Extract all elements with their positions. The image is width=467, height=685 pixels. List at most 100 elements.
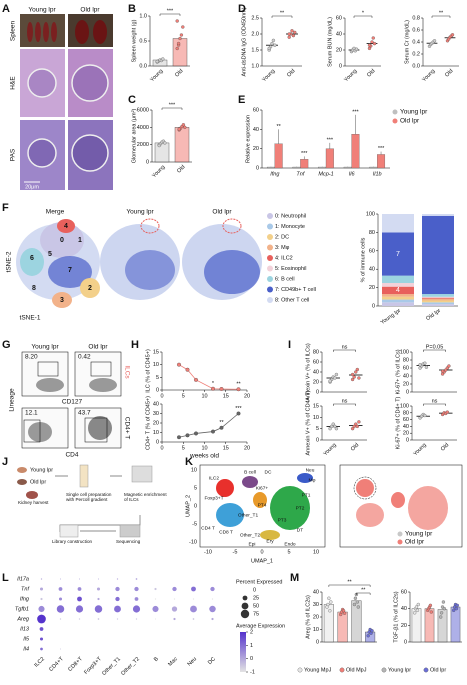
x-tick-label: Young	[261, 68, 276, 83]
panel-letter: M	[290, 572, 299, 584]
legend-label: 2	[250, 629, 253, 635]
data-point	[291, 33, 296, 38]
cluster-label: 6	[30, 255, 34, 262]
panel-letter: I	[288, 339, 291, 351]
legend-title: Average Expression	[236, 623, 285, 629]
y-tick-label: 0	[146, 159, 149, 165]
y-tick-label: Tnf	[21, 586, 29, 592]
data-point	[331, 422, 335, 426]
y-tick-label: 20	[401, 623, 407, 629]
data-point	[329, 600, 333, 604]
legend-label: 25	[253, 595, 259, 601]
dot	[171, 606, 178, 612]
dot	[37, 614, 46, 624]
y-axis-label: CD4+ T (% of CD45+)	[145, 396, 151, 450]
bar	[351, 134, 360, 169]
data-point	[163, 141, 167, 145]
tsne-cloud	[57, 219, 75, 233]
cluster-label: Ery	[266, 538, 274, 544]
umap-cluster	[297, 473, 313, 483]
y-tick-label: 10	[191, 467, 197, 473]
y-tick-label: 60	[336, 15, 342, 21]
y-tick-label: 20	[313, 379, 319, 385]
y-tick-label: 2.5	[251, 15, 259, 21]
y-tick-label: 15	[153, 349, 159, 355]
bar-segment	[422, 298, 454, 301]
legend-label: 2: DC	[275, 234, 289, 240]
dot	[39, 587, 44, 591]
step-text: Kidney harvest	[18, 500, 49, 505]
bar-segment	[382, 286, 414, 295]
legend-swatch	[392, 118, 398, 124]
y-tick-label: 10	[153, 362, 159, 368]
dot	[154, 598, 157, 600]
data-point	[219, 425, 224, 430]
dot	[172, 586, 177, 592]
y-tick-label: 1.5	[251, 47, 259, 53]
data-point	[352, 375, 356, 379]
panel-j: Young lpr Old lpr Kidney harvest Single …	[17, 464, 167, 544]
mouse-icon	[17, 479, 27, 485]
x-tick-label: Il1b	[373, 171, 382, 177]
cluster-label: DC	[265, 469, 272, 475]
umap-cluster	[391, 492, 405, 508]
data-point	[290, 29, 294, 33]
data-point	[342, 611, 347, 615]
gate	[90, 361, 112, 377]
x-tick-label: 0	[260, 549, 263, 555]
dot	[191, 586, 196, 592]
cluster-label: 0	[60, 237, 64, 244]
legend-swatch	[381, 667, 387, 673]
y-tick-label: 100	[366, 211, 375, 217]
data-point	[370, 40, 374, 44]
legend-swatch	[267, 234, 273, 240]
y-tick-label: 20	[153, 420, 159, 426]
data-point	[432, 39, 437, 43]
x-tick-label: Young	[413, 442, 428, 457]
tsne-cloud	[80, 278, 100, 298]
y-tick-label: 0	[406, 437, 409, 443]
x-tick-label: Young lpr	[380, 308, 402, 326]
x-tick-label: DC	[207, 656, 217, 666]
y-tick-label: 40	[313, 589, 319, 595]
panel-letter: E	[238, 94, 245, 106]
cluster-label: 4	[64, 223, 68, 230]
sig-label: *	[212, 381, 215, 387]
data-point	[194, 431, 198, 436]
legend-label: 1: Monocyte	[275, 224, 305, 230]
y-axis-label: Serum Cr (mg/dL)	[404, 20, 410, 64]
data-point	[328, 609, 332, 613]
x-tick-label: Young	[151, 164, 166, 179]
x-tick-label: 20	[244, 445, 250, 451]
legend-swatch	[297, 667, 303, 673]
spleen	[43, 22, 49, 42]
step-label: Sequencing	[116, 539, 140, 544]
data-point	[271, 38, 276, 43]
y-tick-label: 30	[313, 602, 319, 608]
sig-bracket	[431, 15, 451, 18]
dot	[79, 578, 80, 580]
x-tick-label: Young	[343, 68, 358, 83]
y-tick-label: 40	[403, 424, 409, 430]
y-tick-label: 80	[403, 357, 409, 363]
y-tick-label: 4000	[137, 125, 149, 131]
y-tick-label: 60	[403, 417, 409, 423]
x-tick-label: Neu	[187, 656, 198, 667]
legend-label: 75	[253, 611, 259, 617]
y-tick-label: 100	[400, 349, 409, 355]
glomerulus	[27, 68, 57, 98]
data-point	[287, 32, 291, 36]
population-label: ILCs	[123, 365, 130, 379]
bar	[300, 159, 309, 169]
plot-title: Merge	[46, 209, 65, 216]
dot	[134, 597, 139, 601]
flow-density	[36, 378, 64, 392]
dot	[60, 578, 61, 580]
data-point	[236, 411, 241, 416]
cluster-label: Endo	[284, 541, 296, 547]
data-point	[287, 35, 291, 39]
plot-title: Young lpr	[126, 209, 154, 216]
legend-swatch	[267, 255, 273, 261]
data-point	[367, 43, 372, 47]
dot	[135, 578, 138, 580]
